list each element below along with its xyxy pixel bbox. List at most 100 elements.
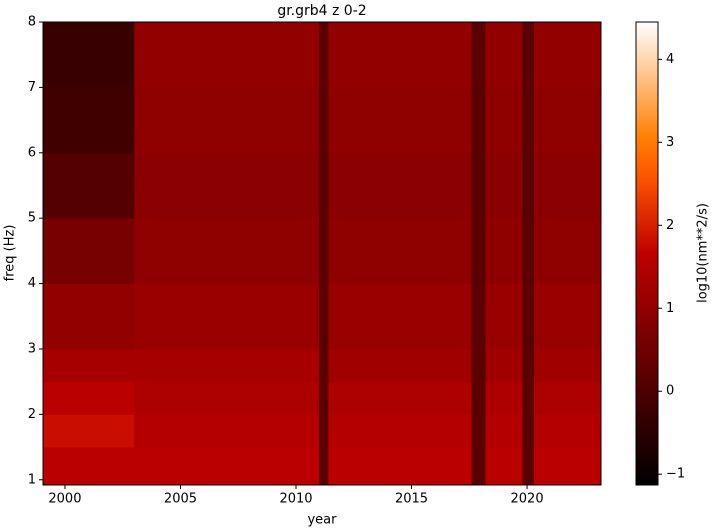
heatmap-cell: [522, 87, 535, 154]
x-axis-label: year: [307, 513, 337, 528]
heatmap-cell: [471, 348, 486, 383]
heatmap-cell: [226, 447, 320, 486]
heatmap-cell: [485, 381, 523, 415]
heatmap-cell: [328, 283, 389, 350]
heatmap-cell: [522, 283, 535, 350]
heatmap-cell: [485, 283, 523, 350]
colorbar-tick-label: 3: [666, 135, 674, 150]
heatmap-cell: [522, 152, 535, 219]
y-tick-label: 8: [28, 15, 36, 30]
heatmap-cell: [328, 152, 389, 219]
y-tick-label: 6: [28, 145, 36, 160]
heatmap-cell: [328, 87, 389, 154]
heatmap-cell: [319, 414, 329, 448]
heatmap-cell: [226, 348, 320, 383]
heatmap-cell: [328, 218, 389, 285]
heatmap-cell: [485, 414, 523, 448]
heatmap-cell: [319, 447, 329, 486]
x-tick-label: 2000: [48, 492, 81, 507]
heatmap-cell: [328, 414, 389, 448]
heatmap-cell: [522, 414, 535, 448]
colorbar-label: log10(nm**2/s): [696, 203, 711, 303]
heatmap-cell: [471, 218, 486, 285]
y-axis-label: freq (Hz): [3, 225, 18, 282]
heatmap-cell: [388, 447, 473, 486]
heatmap-cell: [388, 22, 473, 88]
x-tick-label: 2005: [164, 492, 197, 507]
heatmap-cell: [388, 381, 473, 415]
y-tick-label: 1: [28, 472, 36, 487]
heatmap-cell: [388, 348, 473, 383]
heatmap-cell: [533, 414, 602, 448]
heatmap-cell: [388, 283, 473, 350]
heatmap-cell: [533, 381, 602, 415]
heatmap-cell: [43, 152, 135, 219]
heatmap-cell: [226, 414, 320, 448]
x-tick-label: 2010: [279, 492, 312, 507]
heatmap-cell: [485, 152, 523, 219]
heatmap-cell: [134, 348, 228, 383]
heatmap-cell: [522, 22, 535, 88]
heatmap-cell: [471, 283, 486, 350]
heatmap-cell: [328, 22, 389, 88]
heatmap-cell: [134, 22, 228, 88]
heatmap-cell: [43, 22, 135, 88]
heatmap-cell: [471, 152, 486, 219]
heatmap-cell: [226, 381, 320, 415]
heatmap-cell: [522, 447, 535, 486]
heatmap-cell: [485, 87, 523, 154]
y-tick-label: 4: [28, 276, 36, 291]
heatmap-cell: [134, 447, 228, 486]
colorbar-tick-label: 4: [666, 52, 674, 67]
heatmap-cell: [43, 447, 135, 486]
heatmap-cell: [43, 218, 135, 285]
heatmap-cell: [522, 381, 535, 415]
heatmap-cell: [533, 87, 602, 154]
x-tick-label: 2015: [395, 492, 428, 507]
heatmap-cell: [533, 22, 602, 88]
heatmap-cell: [485, 22, 523, 88]
heatmap-cell: [134, 218, 228, 285]
heatmap-cell: [43, 87, 135, 154]
heatmap-cell: [319, 381, 329, 415]
heatmap-cell: [226, 22, 320, 88]
colorbar-tick-label: 0: [666, 384, 674, 399]
y-tick-label: 5: [28, 211, 36, 226]
heatmap-cell: [533, 283, 602, 350]
heatmap-cell: [471, 447, 486, 486]
heatmap-cell: [134, 152, 228, 219]
heatmap-cell: [485, 447, 523, 486]
heatmap-cell: [226, 218, 320, 285]
heatmap-cell: [388, 218, 473, 285]
x-tick-label: 2020: [511, 492, 544, 507]
heatmap-cell: [471, 414, 486, 448]
heatmap-cell: [328, 447, 389, 486]
heatmap-cell: [471, 22, 486, 88]
chart-title: gr.grb4 z 0-2: [277, 3, 366, 19]
heatmap-cell: [471, 381, 486, 415]
colorbar: [635, 21, 659, 486]
heatmap-cell: [43, 283, 135, 350]
heatmap-cell: [134, 414, 228, 448]
heatmap-cell: [134, 87, 228, 154]
plot-frame: [42, 21, 602, 486]
heatmap-cell: [485, 218, 523, 285]
heatmap-cell: [533, 218, 602, 285]
heatmap-cell: [226, 152, 320, 219]
heatmap-cell: [319, 283, 329, 350]
colorbar-tick-label: −1: [666, 467, 685, 482]
y-tick-label: 7: [28, 80, 36, 95]
heatmap-cell: [226, 283, 320, 350]
heatmap-cell: [319, 348, 329, 383]
heatmap-cell: [319, 218, 329, 285]
colorbar-tick-label: 1: [666, 301, 674, 316]
heatmap-cell: [43, 414, 135, 448]
heatmap-cell: [43, 381, 135, 415]
heatmap-cell: [533, 447, 602, 486]
heatmap-cell: [319, 87, 329, 154]
heatmap-cell: [522, 348, 535, 383]
heatmap-cell: [328, 348, 389, 383]
heatmap-cell: [134, 381, 228, 415]
heatmap-cell: [533, 152, 602, 219]
